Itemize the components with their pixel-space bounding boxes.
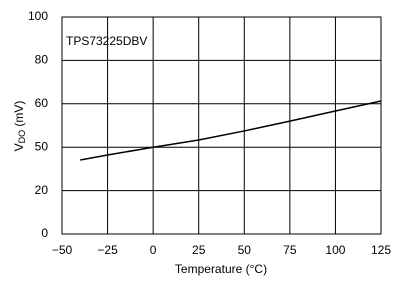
x-tick-label: 75 [283, 243, 297, 257]
y-tick-label: 20 [35, 183, 49, 197]
y-label-sub: DO [17, 130, 27, 144]
data-line [80, 100, 382, 161]
annotation: TPS73225DBV [66, 34, 147, 48]
x-axis-label: Temperature (°C) [175, 262, 267, 276]
x-tick-label: 50 [238, 243, 252, 257]
y-axis-label: VDO (mV) [12, 101, 27, 152]
y-label-main: V [12, 143, 26, 151]
y-tick-label: 0 [41, 226, 48, 240]
plot-frame [61, 16, 382, 235]
x-tick-label: 125 [371, 243, 391, 257]
y-tick-label: 60 [35, 96, 49, 110]
x-tick-label: −50 [52, 243, 73, 257]
y-tick-label: 100 [28, 9, 48, 23]
y-label-unit: (mV) [12, 101, 26, 130]
x-tick-label: 0 [150, 243, 157, 257]
y-tick-label: 80 [35, 53, 49, 67]
x-tick-label: 25 [192, 243, 206, 257]
x-tick-label: 100 [325, 243, 345, 257]
x-tick-label: −25 [97, 243, 118, 257]
y-tick-label: 50 [35, 139, 49, 153]
